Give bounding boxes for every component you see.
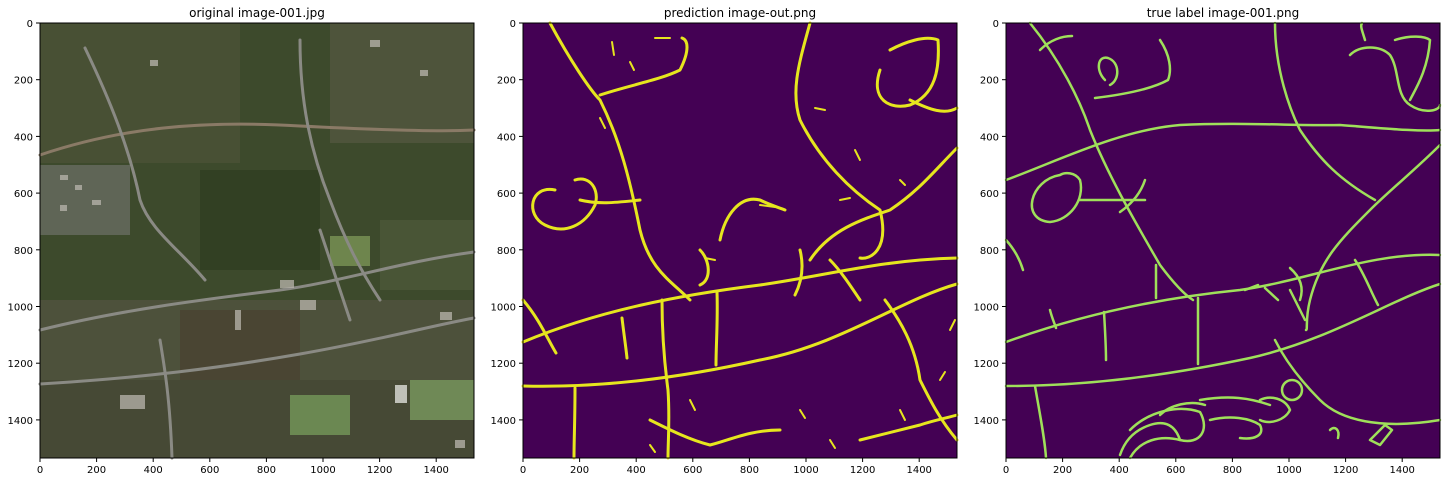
y-tick-label: 0 xyxy=(993,19,999,30)
x-tick-label: 1000 xyxy=(793,465,818,476)
axes-frame-prediction xyxy=(522,22,958,459)
x-tick-label: 1400 xyxy=(906,465,931,476)
x-tick-label: 400 xyxy=(1110,465,1129,476)
y-tick-label: 800 xyxy=(497,246,516,257)
panel-original: original image-001.jpg xyxy=(8,6,476,476)
panel-prediction: prediction image-out.png xyxy=(491,6,959,476)
x-tick-label: 1400 xyxy=(1389,465,1414,476)
y-tick-label: 600 xyxy=(980,189,999,200)
panel-title-original: original image-001.jpg xyxy=(189,6,325,20)
x-tick-label: 600 xyxy=(1166,465,1185,476)
y-tick-label: 400 xyxy=(980,132,999,143)
x-tick-label: 200 xyxy=(87,465,106,476)
y-tick-label: 200 xyxy=(14,76,33,87)
aerial-image xyxy=(38,23,476,460)
panel-title-true-label: true label image-001.png xyxy=(1147,6,1300,20)
y-tick-label: 1000 xyxy=(491,303,516,314)
x-tick-label: 1000 xyxy=(1276,465,1301,476)
x-tick-label: 400 xyxy=(627,465,646,476)
x-tick-label: 1200 xyxy=(850,465,875,476)
x-tick-label: 200 xyxy=(1053,465,1072,476)
x-tick-label: 0 xyxy=(520,465,526,476)
x-tick-label: 400 xyxy=(144,465,163,476)
y-tick-label: 800 xyxy=(14,246,33,257)
y-tick-label: 1200 xyxy=(8,359,33,370)
y-axis-original: 0 200 400 600 800 1000 1200 1400 xyxy=(8,19,40,427)
y-tick-label: 1400 xyxy=(491,416,516,427)
y-axis-true-label: 0 200 400 600 800 1000 1200 1400 xyxy=(974,19,1006,427)
y-tick-label: 1000 xyxy=(974,303,999,314)
prediction-mask xyxy=(521,21,959,460)
y-tick-label: 1200 xyxy=(491,359,516,370)
y-tick-label: 600 xyxy=(497,189,516,200)
x-tick-label: 600 xyxy=(200,465,219,476)
x-tick-label: 600 xyxy=(683,465,702,476)
y-tick-label: 800 xyxy=(980,246,999,257)
x-axis-original: 0 200 400 600 800 1000 1200 1400 xyxy=(37,458,449,476)
y-tick-label: 400 xyxy=(14,132,33,143)
y-tick-label: 200 xyxy=(980,76,999,87)
panel-title-prediction: prediction image-out.png xyxy=(664,6,816,20)
y-tick-label: 1000 xyxy=(8,303,33,314)
x-tick-label: 800 xyxy=(257,465,276,476)
y-tick-label: 0 xyxy=(510,19,516,30)
x-tick-label: 800 xyxy=(1223,465,1242,476)
x-tick-label: 1200 xyxy=(1333,465,1358,476)
x-tick-label: 1200 xyxy=(367,465,392,476)
y-tick-label: 600 xyxy=(14,189,33,200)
x-tick-label: 0 xyxy=(1003,465,1009,476)
axes-frame-true-label xyxy=(1005,22,1441,459)
y-tick-label: 0 xyxy=(27,19,33,30)
x-tick-label: 800 xyxy=(740,465,759,476)
x-tick-label: 0 xyxy=(37,465,43,476)
x-axis-prediction: 0 200 400 600 800 1000 1200 1400 xyxy=(520,458,932,476)
x-tick-label: 1400 xyxy=(423,465,448,476)
y-axis-prediction: 0 200 400 600 800 1000 1200 1400 xyxy=(491,19,523,427)
axes-frame-original xyxy=(39,22,475,459)
y-tick-label: 200 xyxy=(497,76,516,87)
panel-true-label: true label image-001.png xyxy=(974,6,1442,476)
y-tick-label: 1200 xyxy=(974,359,999,370)
true-label-mask xyxy=(1004,21,1442,460)
x-axis-true-label: 0 200 400 600 800 1000 1200 1400 xyxy=(1003,458,1415,476)
y-tick-label: 1400 xyxy=(974,416,999,427)
y-tick-label: 400 xyxy=(497,132,516,143)
y-tick-label: 1400 xyxy=(8,416,33,427)
x-tick-label: 200 xyxy=(570,465,589,476)
x-tick-label: 1000 xyxy=(310,465,335,476)
